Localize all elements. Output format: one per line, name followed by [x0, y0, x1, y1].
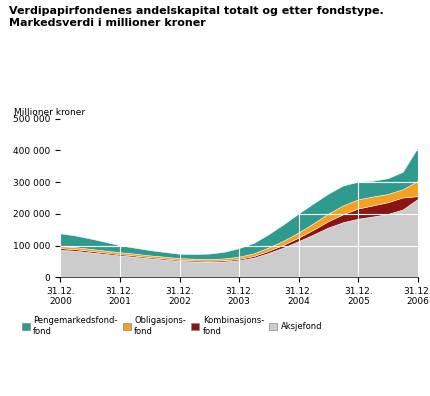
Text: Millioner kroner: Millioner kroner: [14, 108, 85, 117]
Text: Verdipapirfondenes andelskapital totalt og etter fondstype.: Verdipapirfondenes andelskapital totalt …: [9, 6, 382, 16]
Text: Markedsverdi i millioner kroner: Markedsverdi i millioner kroner: [9, 18, 205, 28]
Legend: Pengemarkedsfond-
fond, Obligasjons-
fond, Kombinasjons-
fond, Aksjefond: Pengemarkedsfond- fond, Obligasjons- fon…: [22, 316, 322, 336]
